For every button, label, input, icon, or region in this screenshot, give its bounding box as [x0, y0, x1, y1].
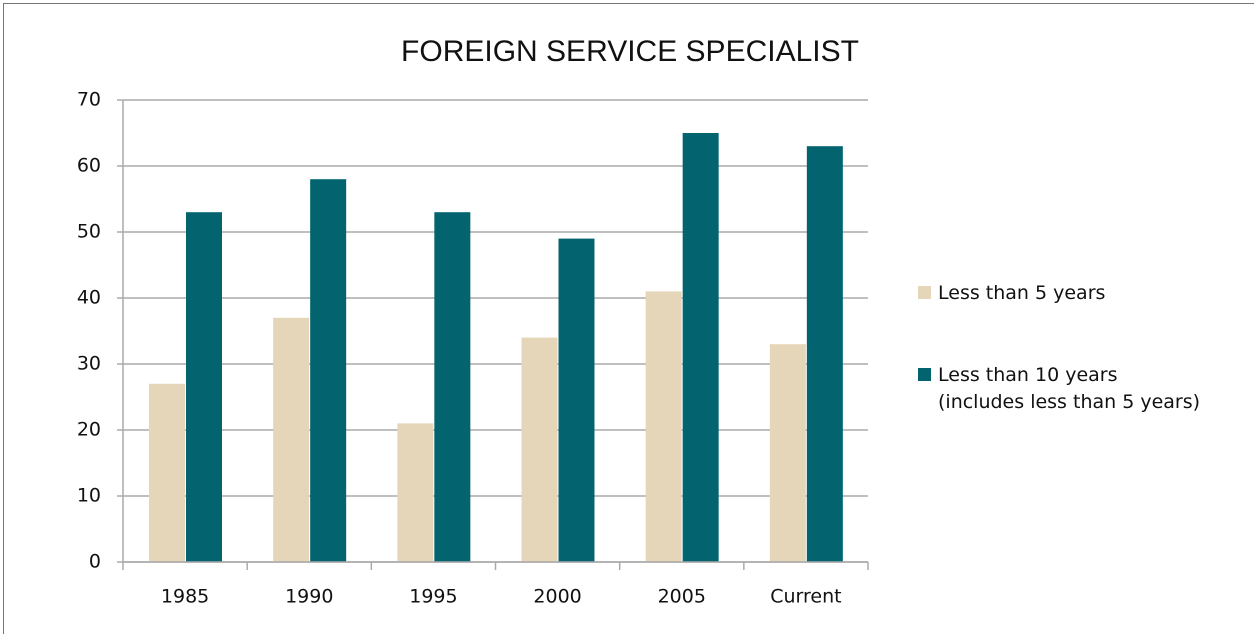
bar — [273, 317, 310, 562]
bar — [806, 146, 843, 562]
bar — [558, 238, 595, 562]
y-tick-label: 50 — [77, 221, 101, 243]
y-tick-label: 70 — [77, 89, 101, 111]
frame — [3, 3, 1254, 634]
x-tick-label: 1990 — [285, 586, 333, 608]
y-tick-label: 20 — [77, 419, 101, 441]
x-tick-label: 1995 — [409, 586, 457, 608]
bar — [769, 344, 806, 562]
legend-item: Less than 5 years — [918, 280, 1105, 307]
bar — [521, 337, 558, 562]
bar — [149, 383, 185, 562]
bar — [310, 179, 347, 562]
legend-swatch — [918, 286, 931, 299]
x-tick-label: 1985 — [161, 586, 209, 608]
y-tick-label: 30 — [77, 353, 101, 375]
x-tick-label: 2000 — [533, 586, 581, 608]
bar — [682, 133, 719, 562]
bar — [434, 212, 471, 562]
y-tick-label: 0 — [89, 551, 101, 573]
bar — [397, 423, 434, 562]
legend-label: Less than 10 years (includes less than 5… — [938, 364, 1201, 413]
bar — [645, 291, 682, 562]
legend-swatch — [918, 368, 931, 381]
legend-item: Less than 10 years (includes less than 5… — [918, 362, 1200, 416]
x-tick-label: Current — [770, 586, 841, 608]
legend-label: Less than 5 years — [938, 282, 1106, 304]
chart-title: FOREIGN SERVICE SPECIALIST — [401, 35, 859, 68]
bar — [186, 212, 222, 562]
y-tick-label: 60 — [77, 155, 101, 177]
y-tick-label: 10 — [77, 485, 101, 507]
x-tick-label: 2005 — [658, 586, 706, 608]
y-tick-label: 40 — [77, 287, 101, 309]
